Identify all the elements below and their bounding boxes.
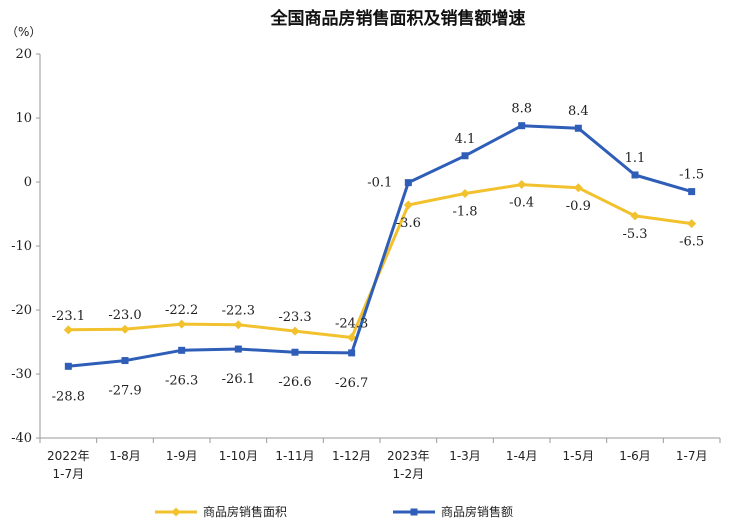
series-2-point [121, 357, 129, 365]
series-2-point [348, 349, 356, 357]
legend-label: 商品房销售面积 [203, 504, 287, 519]
x-tick-label: 1-9月 [166, 449, 198, 463]
data-label-area: -23.1 [52, 309, 85, 324]
x-tick-label: 1-10月 [219, 449, 258, 463]
data-label-area: -0.9 [566, 199, 591, 214]
legend: 商品房销售面积 商品房销售额 [155, 504, 513, 519]
y-axis-unit: （%） [6, 25, 41, 39]
series-line-1 [68, 183, 692, 339]
y-tick-label: 0 [24, 175, 32, 190]
x-tick-label: 1-5月 [563, 449, 595, 463]
series-2-point [404, 179, 412, 187]
x-tick-label: 1-3月 [449, 449, 481, 463]
x-tick-label: 2023年 [387, 449, 430, 463]
series-2-point [234, 345, 242, 353]
chart-title: 全国商品房销售面积及销售额增速 [270, 8, 526, 29]
series-1-point [63, 325, 73, 335]
series-1-point [120, 324, 130, 334]
data-label-area: -23.0 [108, 308, 141, 323]
series-1-point [630, 211, 640, 221]
data-label-area: -3.6 [396, 216, 421, 231]
x-tick-label: 1-8月 [109, 449, 141, 463]
data-label-area: -23.3 [278, 310, 311, 325]
data-label-sales: -1.5 [679, 168, 704, 183]
x-tick-label: 1-2月 [393, 467, 425, 481]
data-label-area: -24.3 [335, 317, 368, 332]
y-tick-label: -10 [11, 239, 32, 254]
data-label-area: -22.3 [222, 304, 255, 319]
series-2-point [631, 171, 639, 179]
x-tick-label: 1-7月 [53, 467, 85, 481]
y-tick-label: -30 [11, 367, 32, 382]
x-tick-label: 1-6月 [619, 449, 651, 463]
data-label-area: -6.5 [679, 235, 704, 250]
series-line-2 [68, 124, 693, 368]
data-label-sales: -27.9 [108, 384, 141, 399]
x-tick-label: 1-12月 [332, 449, 371, 463]
data-label-sales: -26.1 [222, 372, 255, 387]
data-label-sales: 1.1 [625, 151, 646, 166]
x-tick-label: 1-11月 [275, 449, 314, 463]
y-tick-label: -20 [11, 303, 32, 318]
data-label-sales: 8.4 [568, 104, 589, 119]
series-1-point [403, 200, 413, 210]
data-label-area: -5.3 [622, 227, 647, 242]
data-label-area: -1.8 [452, 205, 477, 220]
series-2-point [64, 362, 72, 370]
x-axis: 2022年 1-7月 1-8月 1-9月 1-10月 1-11月 1-12月 2023年 1-2… [39, 437, 721, 481]
legend-marker-square [410, 508, 418, 516]
series-2-point [688, 188, 696, 196]
y-axis: 20 10 0 -10 -20 -30 -40 [11, 47, 41, 446]
data-label-area: -22.2 [165, 303, 198, 318]
series-2-point [291, 348, 299, 356]
series-2-point [574, 124, 582, 132]
y-tick-label: 10 [15, 111, 32, 126]
series-2-point [518, 122, 526, 130]
data-label-sales: -26.6 [278, 375, 311, 390]
series-1-point [573, 183, 583, 193]
series-layer [63, 122, 697, 370]
data-label-area: -0.4 [509, 196, 534, 211]
data-label-sales: 8.8 [511, 102, 532, 117]
series-2-point [178, 346, 186, 354]
y-tick-label: -40 [11, 431, 32, 446]
legend-label: 商品房销售额 [441, 504, 513, 519]
y-tick-label: 20 [15, 47, 32, 62]
x-tick-label: 2022年 [47, 449, 90, 463]
data-label-sales: -28.8 [52, 389, 85, 404]
data-label-sales: -26.3 [165, 373, 198, 388]
series-1-point [460, 189, 470, 199]
series-1-point [290, 326, 300, 336]
x-tick-label: 1-4月 [506, 449, 538, 463]
series-1-point [517, 180, 527, 190]
series-1-point [233, 320, 243, 330]
legend-marker-diamond [171, 507, 181, 517]
data-label-sales: 4.1 [455, 132, 476, 147]
series-1-point [347, 333, 357, 343]
data-label-sales: -0.1 [367, 176, 392, 191]
x-tick-label: 1-7月 [676, 449, 708, 463]
series-2-point [461, 152, 469, 160]
data-label-sales: -26.7 [335, 376, 368, 391]
series-1-point [687, 219, 697, 229]
series-1-point [177, 319, 187, 329]
data-labels: -23.1 -23.0 -22.2 -22.3 -23.3 -24.3 -3.6 -1.8 -0… [52, 102, 705, 405]
